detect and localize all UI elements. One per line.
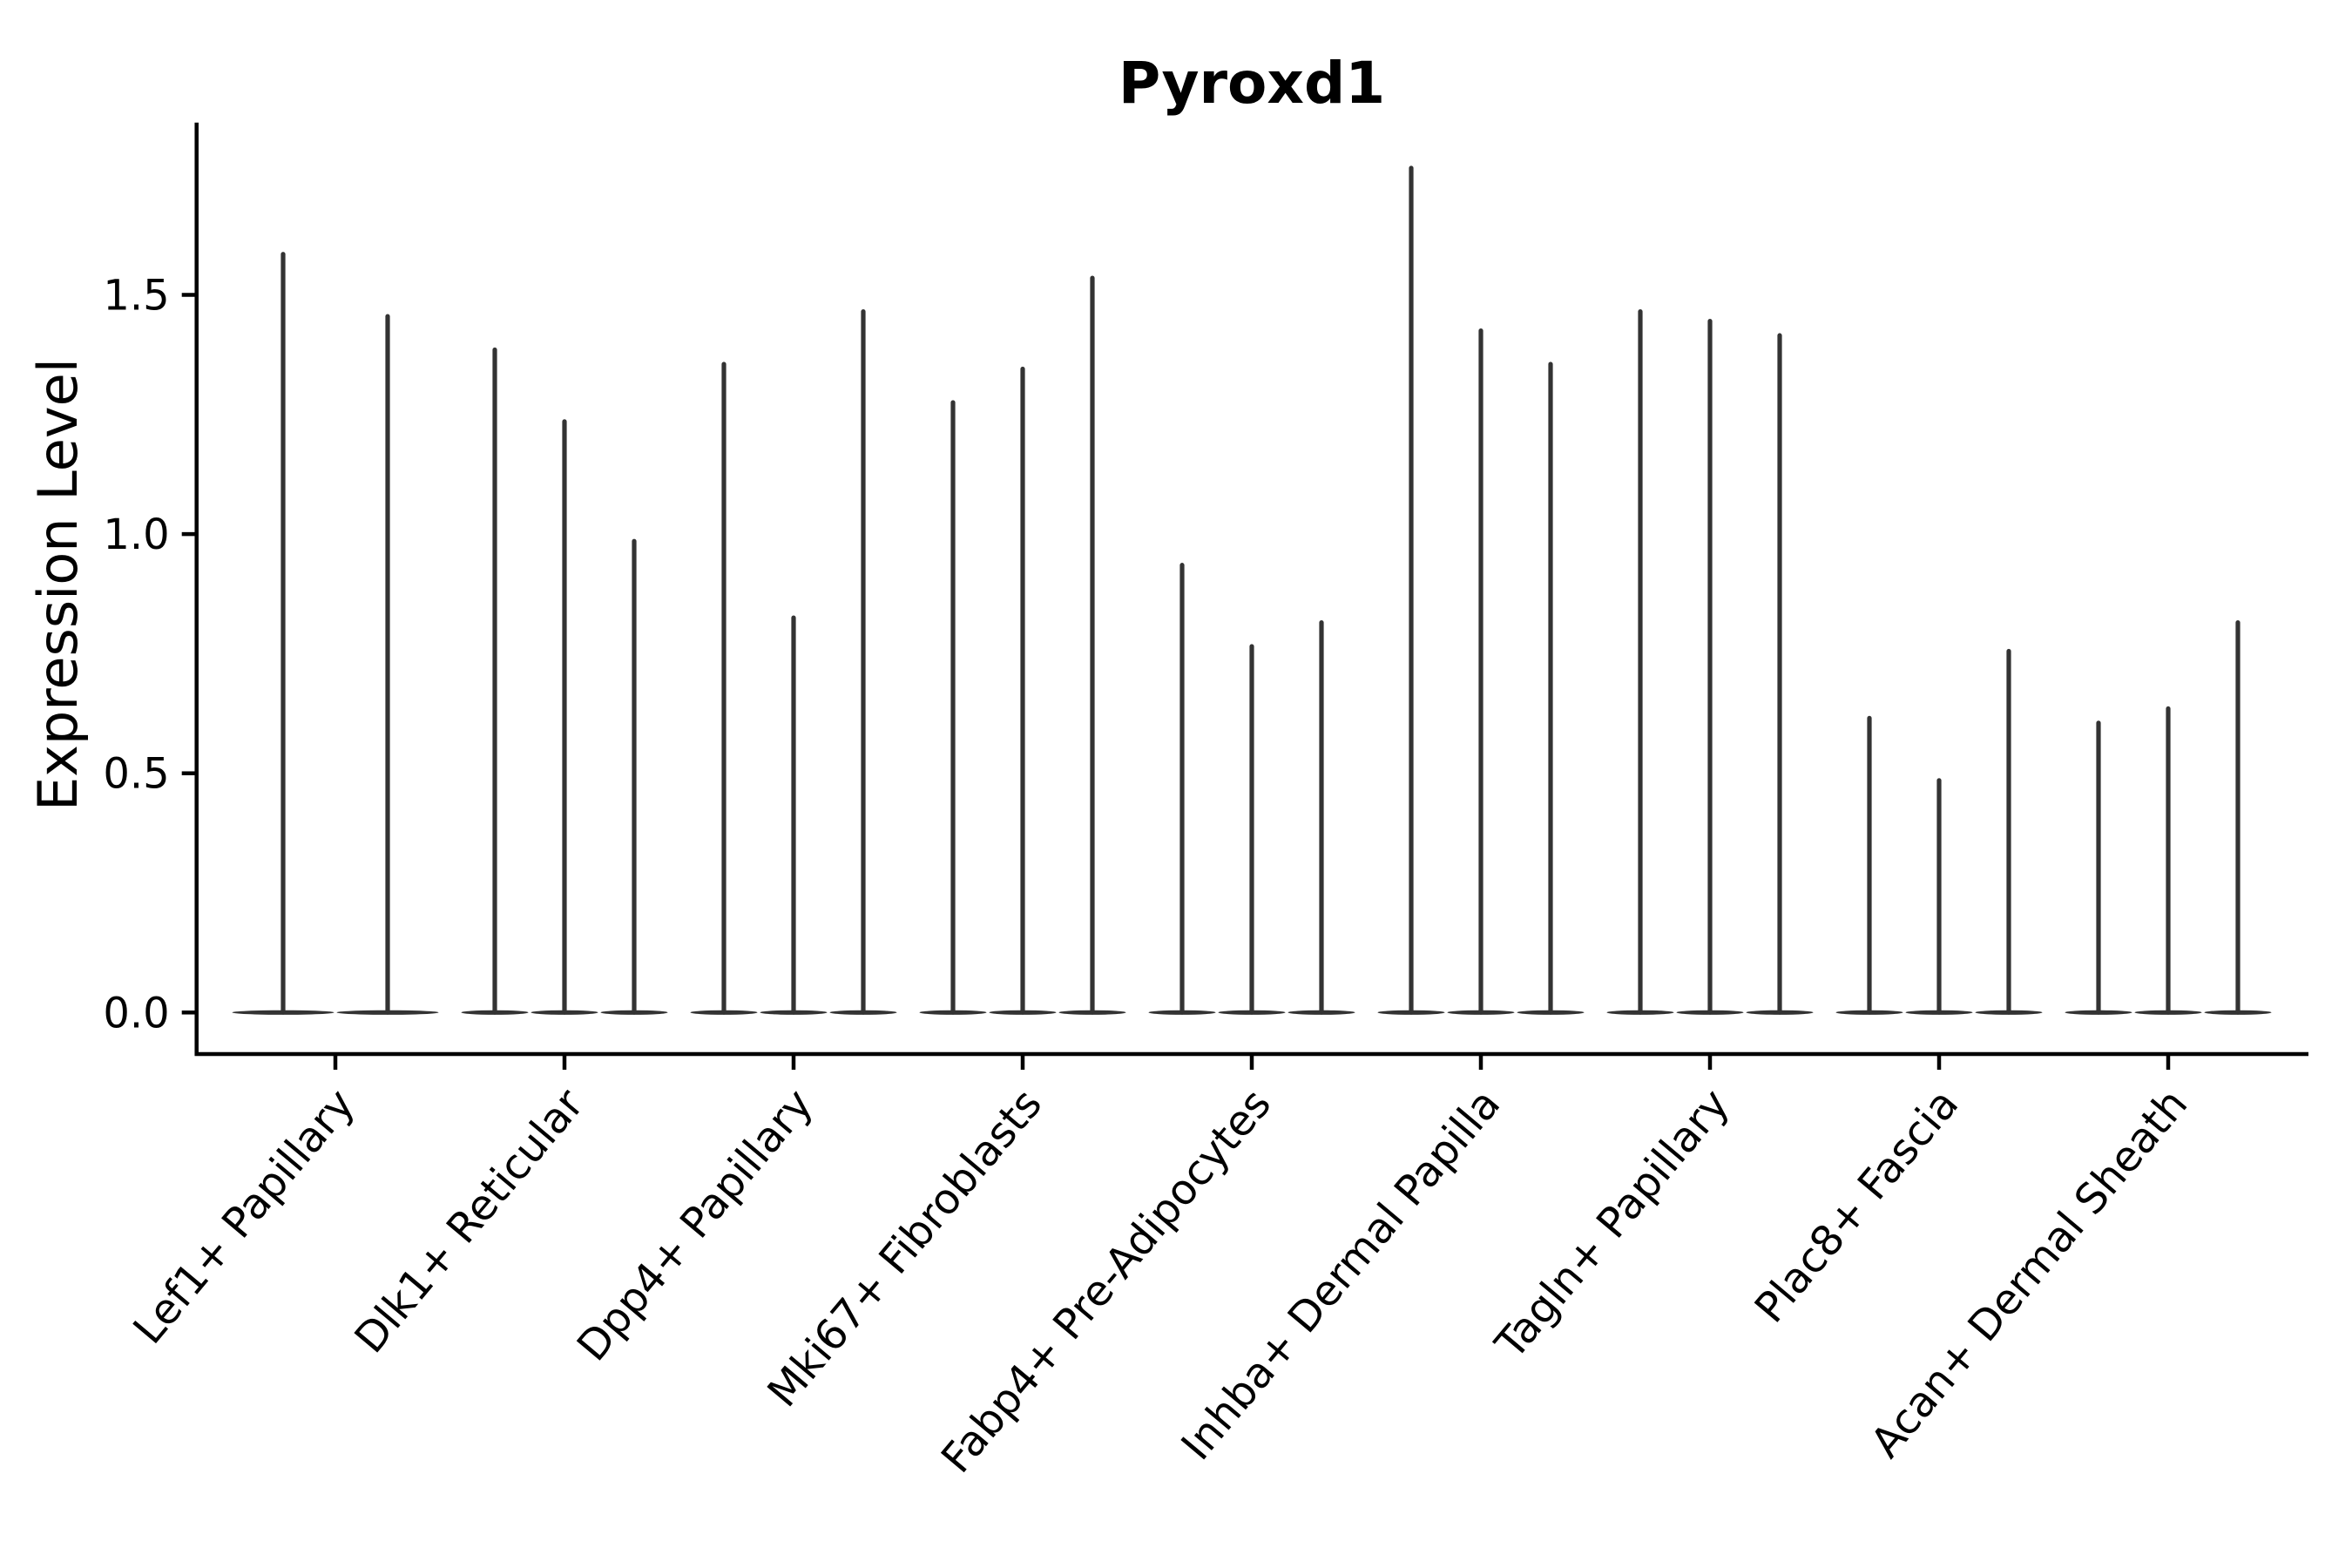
violin xyxy=(1288,619,1355,1015)
violin xyxy=(1905,778,1973,1015)
violin-spike xyxy=(385,314,390,1015)
violin-group xyxy=(1377,166,1585,1015)
violin xyxy=(989,366,1057,1015)
violin-spike xyxy=(1867,715,1872,1015)
violin-group xyxy=(2065,619,2272,1015)
violin-spike xyxy=(1249,644,1254,1015)
violin xyxy=(1676,318,1744,1015)
violin xyxy=(1377,166,1445,1015)
violin xyxy=(919,400,987,1015)
violin-spike xyxy=(2006,648,2011,1015)
violin xyxy=(829,308,897,1015)
violin xyxy=(600,538,668,1015)
y-tick-label: 0.0 xyxy=(103,989,169,1037)
violin-spike xyxy=(492,347,497,1015)
x-tick-label: Tagln+ Papillary xyxy=(1485,1080,1739,1369)
violin-spike xyxy=(1179,563,1185,1015)
violin xyxy=(760,615,828,1015)
violin-spike xyxy=(1638,308,1643,1015)
violin xyxy=(2134,706,2202,1015)
violin-spike xyxy=(1409,166,1414,1015)
violin-spike xyxy=(1090,275,1095,1015)
violin xyxy=(1835,715,1903,1015)
violin xyxy=(531,419,598,1015)
x-tick-label: Plac8+ Fascia xyxy=(1746,1080,1969,1332)
violin-spike xyxy=(861,308,866,1015)
y-axis-ticks: 0.0 0.5 1.0 1.5 xyxy=(103,272,195,1037)
violin-spike xyxy=(2235,619,2240,1015)
x-tick-label: Dpp4+ Papillary xyxy=(568,1080,822,1370)
violin-spike xyxy=(1319,619,1324,1015)
violin xyxy=(1447,328,1515,1015)
violin-spike xyxy=(1777,333,1782,1015)
violin-spike xyxy=(950,400,956,1015)
violin-spike xyxy=(1936,778,1942,1015)
violin xyxy=(1058,275,1126,1015)
violin xyxy=(690,362,758,1015)
violin-spike xyxy=(1478,328,1484,1015)
axes-spines xyxy=(194,122,2308,1057)
violin-spike xyxy=(1548,362,1553,1015)
violin xyxy=(1606,308,1674,1015)
violin-group xyxy=(1835,648,2043,1015)
violin xyxy=(1148,563,1216,1015)
violin-spike xyxy=(632,538,637,1015)
violin-spike xyxy=(280,252,286,1015)
violin xyxy=(2204,619,2272,1015)
violin-group xyxy=(232,252,439,1015)
violin xyxy=(461,347,529,1015)
violin-spike xyxy=(721,362,727,1015)
x-tick-label: Dlk1+ Reticular xyxy=(345,1080,593,1362)
y-tick-label: 1.0 xyxy=(103,510,169,559)
y-tick-label: 1.5 xyxy=(103,272,169,321)
violin xyxy=(1975,648,2043,1015)
violin-group xyxy=(690,308,897,1015)
x-tick-label: Lef1+ Papillary xyxy=(124,1080,364,1354)
violin-spike xyxy=(2096,720,2101,1015)
violin-group xyxy=(919,275,1126,1015)
y-tick-label: 0.5 xyxy=(103,750,169,799)
violin xyxy=(1218,644,1286,1015)
y-axis-label: Expression Level xyxy=(26,358,90,811)
violin xyxy=(1517,362,1585,1015)
violin-spike xyxy=(1707,318,1713,1015)
violins xyxy=(232,166,2272,1015)
violin-group xyxy=(1148,563,1355,1015)
violin-group xyxy=(1606,308,1814,1015)
violin xyxy=(2065,720,2132,1015)
violin-spike xyxy=(791,615,796,1015)
violin xyxy=(232,252,335,1015)
violin xyxy=(336,314,439,1015)
violin-group xyxy=(461,347,668,1015)
violin-spike xyxy=(562,419,567,1015)
violin-spike xyxy=(1020,366,1025,1015)
violin xyxy=(1746,333,1814,1015)
chart-title: Pyroxd1 xyxy=(1119,50,1385,117)
violin-spike xyxy=(2166,706,2171,1015)
